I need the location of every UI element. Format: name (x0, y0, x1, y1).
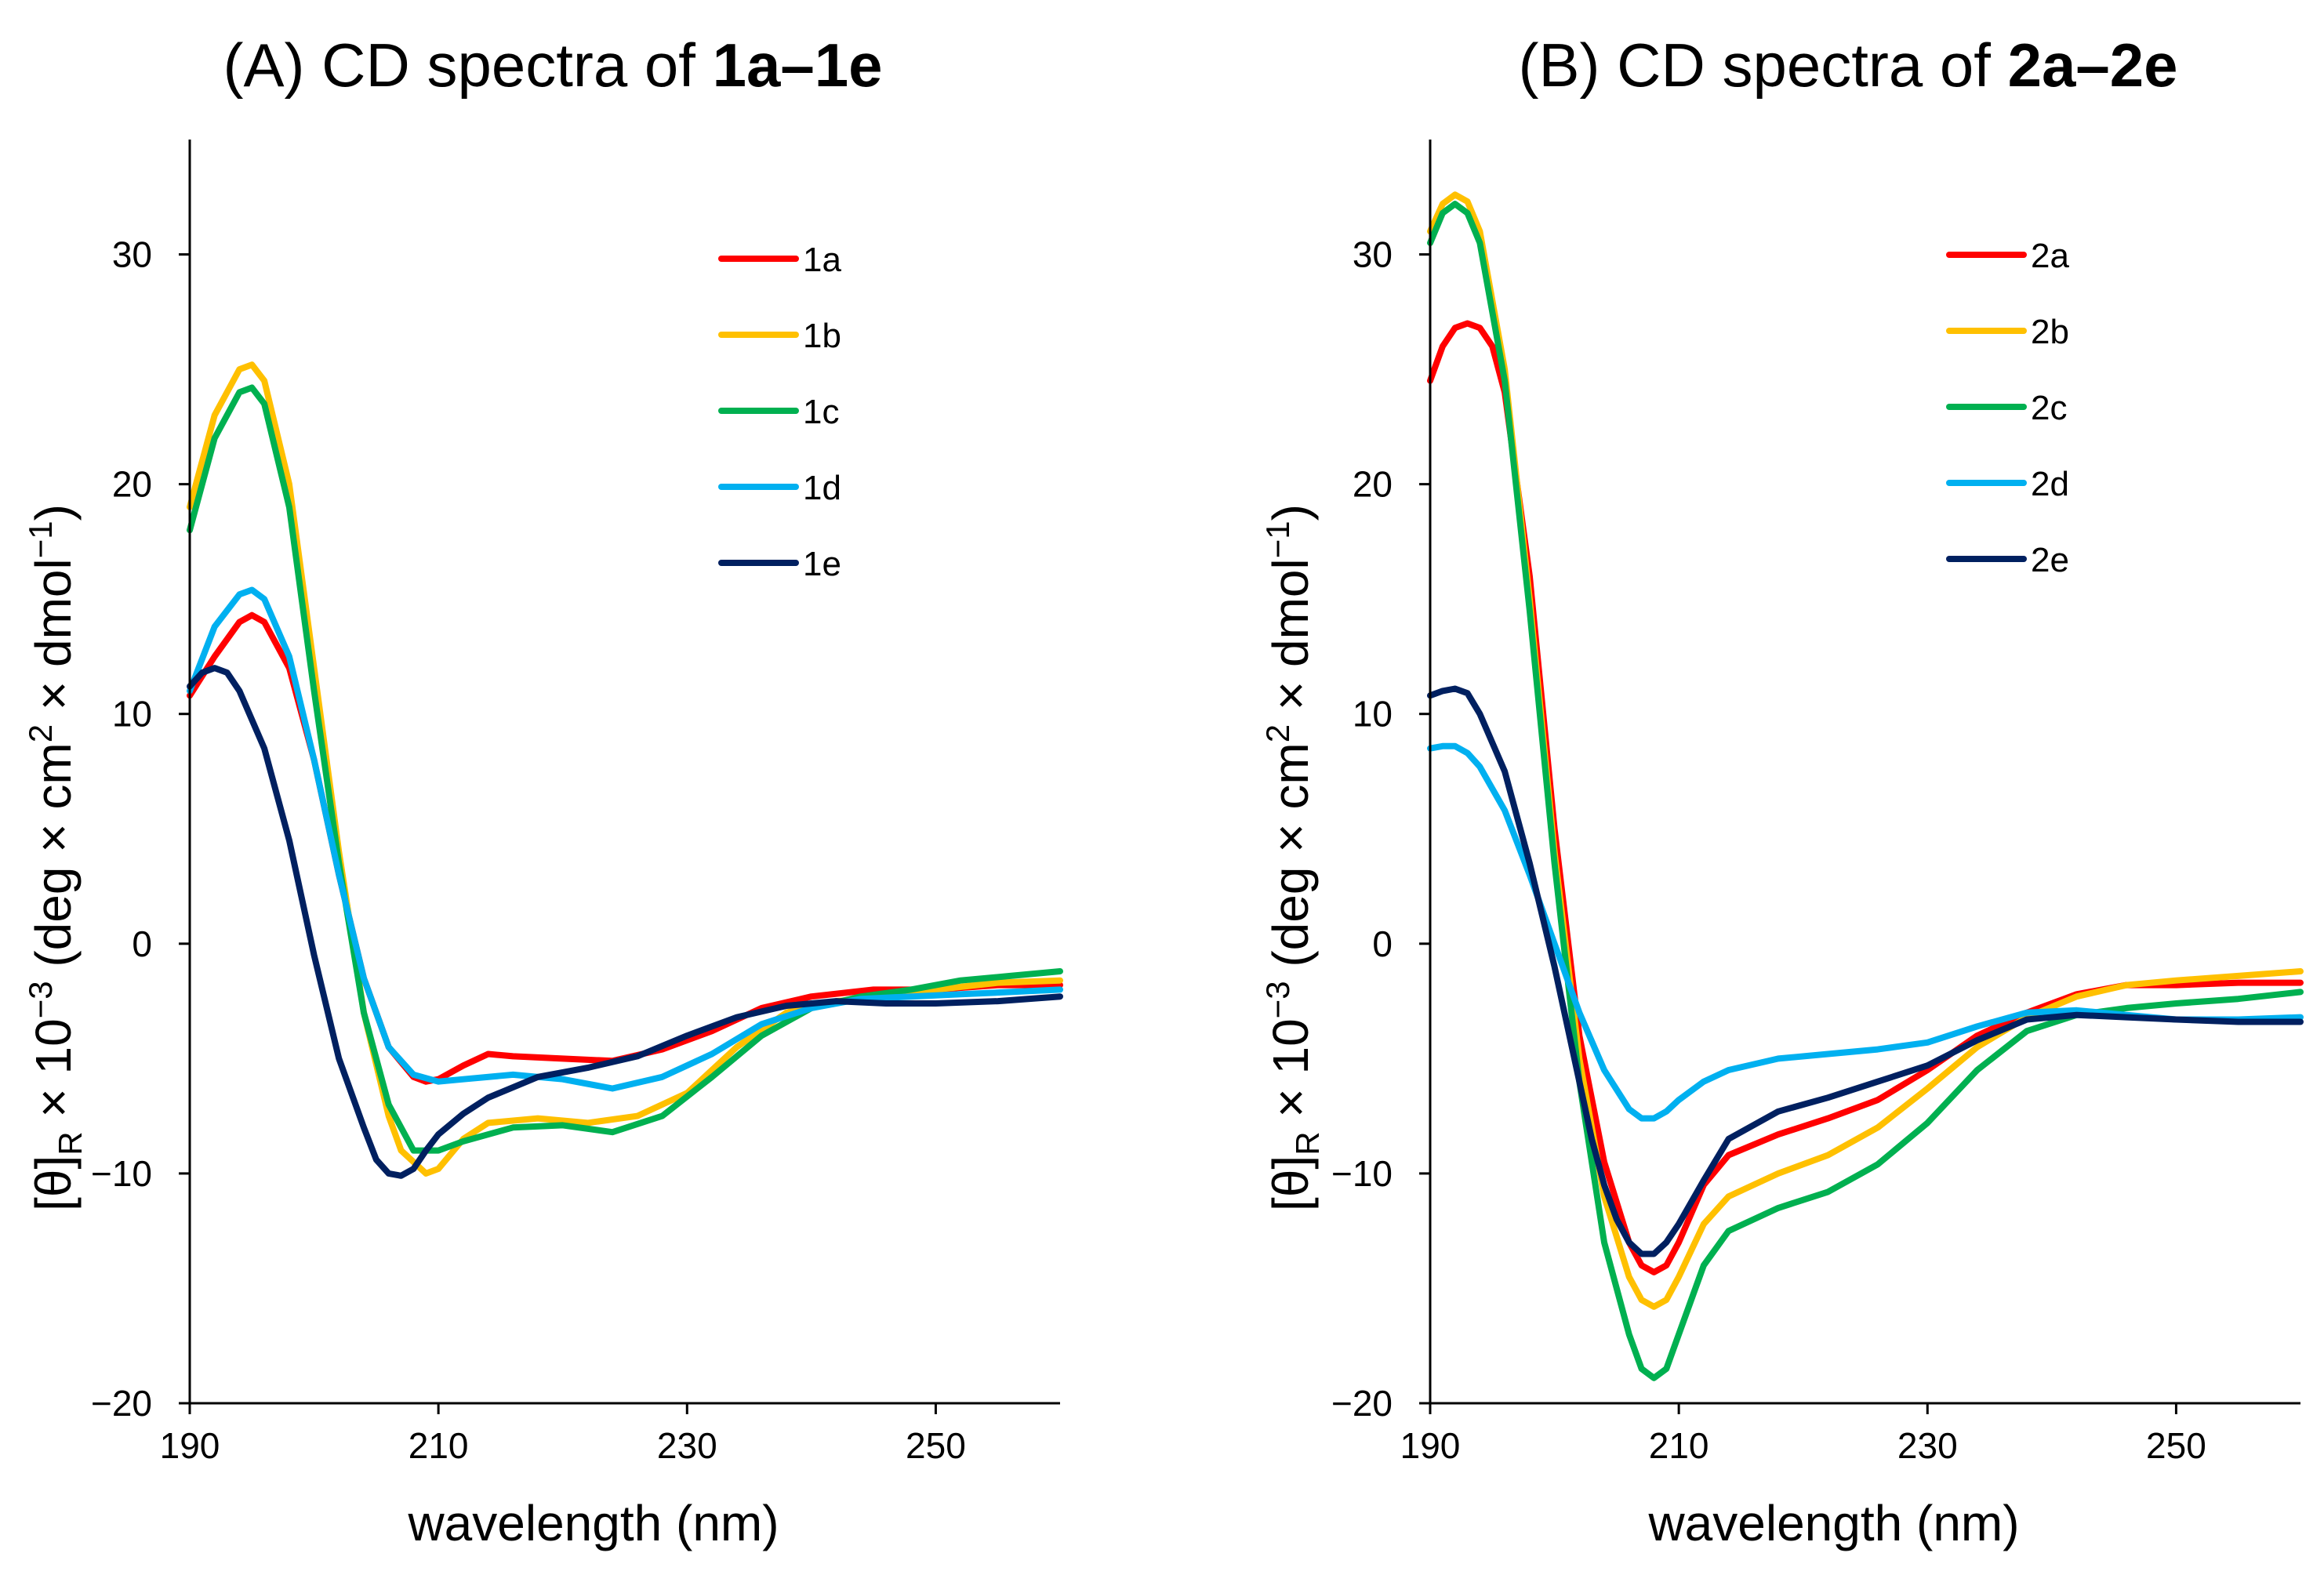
x-axis-title: wavelength (nm) (1647, 1495, 2019, 1551)
legend-label-1a: 1a (803, 241, 841, 279)
legend-label-2a: 2a (2031, 237, 2069, 275)
series-line-1c (187, 384, 1063, 1154)
y-axis-title-post: ) (1262, 504, 1319, 521)
y-axis-title-mid: × 10 (25, 1018, 82, 1131)
y-tick-label: 20 (1353, 464, 1393, 505)
series-line-2e (1427, 685, 2304, 1257)
legend-label-1c: 1c (803, 393, 839, 431)
y-tick-label: −10 (91, 1153, 152, 1194)
legend-label-1e: 1e (803, 545, 841, 583)
legend-label-2d: 2d (2031, 465, 2069, 503)
chart-title-compounds: 2a–2e (2008, 31, 2178, 100)
series-line-2b (1427, 191, 2304, 1310)
series-line-2d (1427, 742, 2304, 1122)
legend-label-2b: 2b (2031, 313, 2069, 351)
series-group (187, 361, 1063, 1179)
x-tick-label: 230 (657, 1425, 717, 1466)
y-tick-label: 0 (132, 923, 152, 964)
y-axis-title-sup1: −3 (22, 981, 59, 1018)
chart-title: (B) CD spectra of 2a–2e (1518, 31, 2177, 100)
y-tick-label: −10 (1331, 1153, 1393, 1194)
y-axis-title-sup1: −3 (1259, 981, 1296, 1018)
legend-label-2e: 2e (2031, 541, 2069, 579)
legend-label-2c: 2c (2031, 389, 2067, 427)
y-axis-title-sub: R (1289, 1131, 1326, 1155)
chart-title-compounds: 1a–1e (713, 31, 883, 100)
y-tick-label: 30 (112, 234, 152, 275)
series-line-2a (1427, 320, 2304, 1275)
x-tick-label: 210 (1649, 1425, 1709, 1466)
x-tick-label: 210 (409, 1425, 469, 1466)
y-axis-title: [θ]R × 10−3 (deg × cm2 × dmol−1) (1259, 504, 1326, 1211)
series-line-2c (1427, 201, 2304, 1381)
x-axis-title: wavelength (nm) (407, 1495, 779, 1551)
x-tick-label: 230 (1897, 1425, 1958, 1466)
y-axis-title-mid3: × dmol (25, 558, 82, 724)
panel-a: (A) CD spectra of 1a–1e −20 −10 0 10 20 30 190 2… (22, 31, 1063, 1551)
legend-label-1d: 1d (803, 469, 841, 507)
series-group (1427, 191, 2304, 1381)
chart-title-prefix: (B) CD spectra of (1518, 31, 2007, 100)
y-axis-title-pre: [θ] (25, 1156, 82, 1211)
x-tick-label: 250 (906, 1425, 966, 1466)
y-axis-title-post: ) (25, 504, 82, 521)
y-tick-label: 30 (1353, 234, 1393, 275)
y-tick-label: 10 (112, 694, 152, 735)
y-tick-label: −20 (91, 1383, 152, 1424)
y-axis-title-sup2: 2 (1259, 724, 1296, 742)
y-axis-title-sup3: −1 (1259, 521, 1296, 558)
series-line-1b (187, 361, 1063, 1177)
y-axis-title: [θ]R × 10−3 (deg × cm2 × dmol−1) (22, 504, 89, 1211)
chart-title: (A) CD spectra of 1a–1e (223, 31, 882, 100)
y-tick-label: −20 (1331, 1383, 1393, 1424)
x-tick-label: 250 (2146, 1425, 2206, 1466)
series-line-1a (187, 611, 1063, 1085)
legend: 2a 2b 2c 2d 2e (1946, 237, 2069, 579)
x-tick-label: 190 (1400, 1425, 1461, 1466)
chart-title-prefix: (A) CD spectra of (223, 31, 712, 100)
y-axis-title-sub: R (52, 1131, 89, 1155)
series-line-1d (187, 586, 1063, 1092)
y-axis-title-mid3: × dmol (1262, 558, 1319, 724)
y-axis-title-sup2: 2 (22, 724, 59, 742)
x-tick-label: 190 (160, 1425, 220, 1466)
y-tick-label: 10 (1353, 694, 1393, 735)
panel-b: (B) CD spectra of 2a–2e −20 −10 0 10 20 30 190 2… (1259, 31, 2304, 1551)
y-axis-title-mid2: (deg × cm (1262, 742, 1319, 981)
y-tick-label: 20 (112, 464, 152, 505)
y-axis-title-pre: [θ] (1262, 1156, 1319, 1211)
y-tick-label: 0 (1372, 923, 1393, 964)
legend-label-1b: 1b (803, 317, 841, 355)
legend: 1a 1b 1c 1d 1e (718, 241, 841, 583)
y-axis-title-mid: × 10 (1262, 1018, 1319, 1131)
y-axis-title-sup3: −1 (22, 521, 59, 558)
y-axis-title-mid2: (deg × cm (25, 742, 82, 981)
series-line-1e (187, 665, 1063, 1179)
